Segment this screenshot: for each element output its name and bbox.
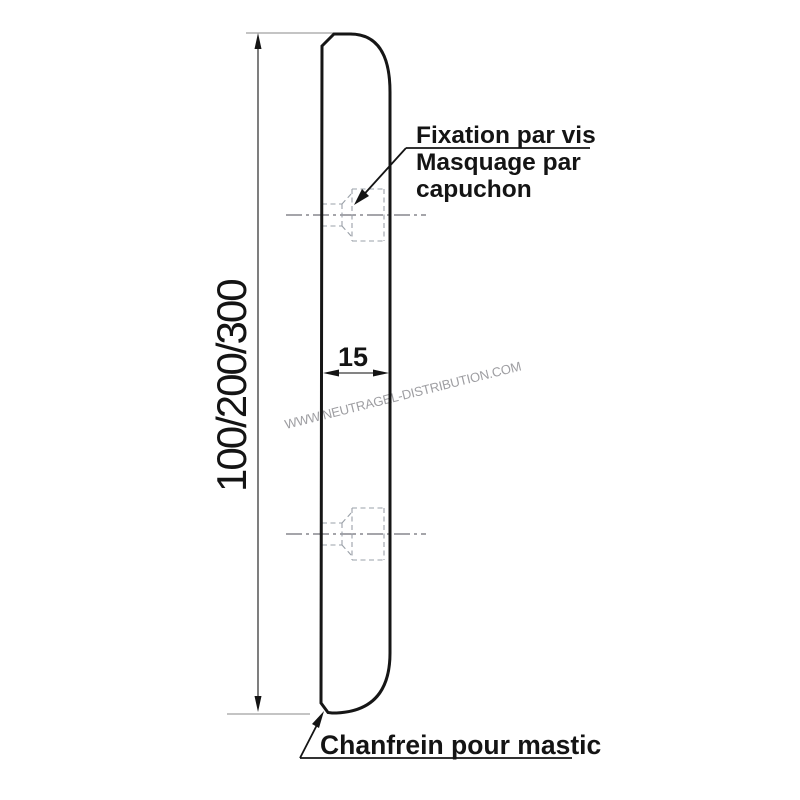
- screw-countersink-flare-top: [341, 192, 353, 205]
- chamfer-leader-arrow: [312, 711, 324, 728]
- chamfer-callout: Chanfrein pour mastic: [299, 711, 601, 760]
- masquage-label-line2: capuchon: [416, 176, 532, 203]
- screw-countersink-flare-top: [341, 511, 353, 524]
- fixation-callout: Fixation par vis Masquage par capuchon: [354, 122, 596, 205]
- width-dimension: 15: [323, 342, 389, 377]
- fixation-leader-line: [357, 147, 407, 202]
- masquage-label-line1: Masquage par: [416, 149, 581, 176]
- width-dimension-arrow-right: [373, 369, 389, 377]
- profile-outline: [319, 32, 392, 715]
- height-dimension: 100/200/300: [208, 33, 262, 712]
- screw-top-hidden-outline: [322, 188, 385, 242]
- height-dimension-label: 100/200/300: [208, 280, 255, 492]
- width-dimension-label: 15: [338, 342, 368, 372]
- watermark-text: WWW.NEUTRAGEL-DISTRIBUTION.COM: [283, 359, 523, 432]
- width-dimension-arrow-left: [323, 369, 339, 377]
- chamfer-label: Chanfrein pour mastic: [320, 730, 601, 760]
- fixation-label: Fixation par vis: [416, 122, 596, 149]
- fixation-leader-arrow: [354, 189, 369, 205]
- screw-countersink-flare-bottom: [341, 225, 353, 238]
- height-dimension-arrow-top: [254, 33, 262, 49]
- height-dimension-arrow-bottom: [254, 696, 262, 712]
- screw-centerlines: [286, 214, 426, 535]
- screw-countersink-flare-bottom: [341, 544, 353, 557]
- screw-bottom-hidden-outline: [322, 507, 385, 561]
- chamfer-leader-line: [299, 720, 320, 759]
